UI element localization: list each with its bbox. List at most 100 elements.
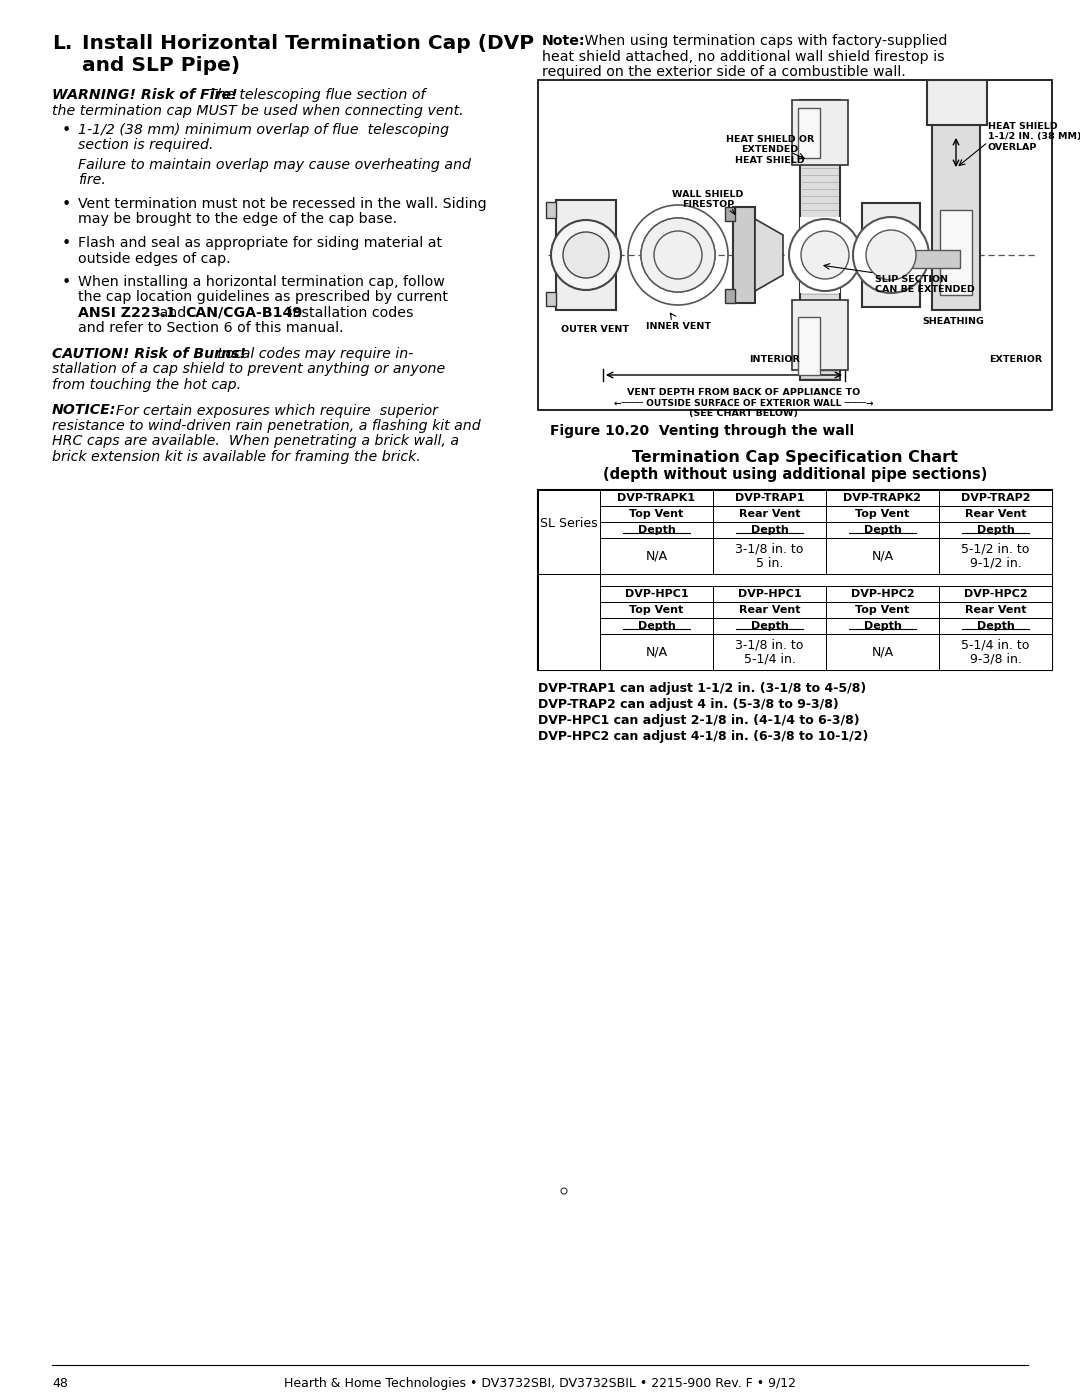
Bar [800, 99, 840, 381]
Bar [600, 586, 713, 602]
Bar [713, 634, 826, 670]
Text: WALL SHIELD
FIRESTOP: WALL SHIELD FIRESTOP [673, 190, 744, 210]
Bar [538, 80, 1052, 410]
Bar [792, 299, 848, 369]
Text: N/A: N/A [872, 645, 893, 659]
Text: HEAT SHIELD
1-1/2 IN. (38 MM) MIN.
OVERLAP: HEAT SHIELD 1-1/2 IN. (38 MM) MIN. OVERL… [988, 122, 1080, 152]
Bar [713, 522, 826, 539]
Text: Local codes may require in-: Local codes may require in- [213, 347, 414, 361]
Bar [600, 506, 713, 522]
Bar [826, 522, 939, 539]
Polygon shape [755, 220, 783, 291]
Bar [538, 574, 1052, 586]
Text: SL Series: SL Series [540, 518, 598, 530]
Bar [826, 634, 939, 670]
Bar [939, 522, 1052, 539]
Circle shape [561, 1188, 567, 1193]
Text: resistance to wind-driven rain penetration, a flashing kit and: resistance to wind-driven rain penetrati… [52, 418, 481, 434]
Bar [546, 201, 556, 218]
Text: 5-1/2 in. to
9-1/2 in.: 5-1/2 in. to 9-1/2 in. [961, 541, 1029, 569]
Circle shape [789, 220, 861, 291]
Circle shape [866, 229, 916, 280]
Text: Top Vent: Top Vent [855, 604, 909, 616]
Bar [939, 539, 1052, 574]
Bar [939, 618, 1052, 634]
Text: OUTER VENT: OUTER VENT [561, 325, 629, 334]
Text: (depth without using additional pipe sections): (depth without using additional pipe sec… [603, 467, 987, 483]
Text: from touching the hot cap.: from touching the hot cap. [52, 378, 241, 392]
Bar [862, 203, 920, 306]
Text: 5-1/4 in. to
9-3/8 in.: 5-1/4 in. to 9-3/8 in. [961, 638, 1029, 666]
Bar [600, 618, 713, 634]
Text: •: • [62, 276, 71, 290]
Text: Rear Vent: Rear Vent [964, 604, 1026, 616]
Text: and: and [156, 306, 191, 320]
Text: Note:: Note: [542, 34, 585, 48]
Circle shape [642, 218, 715, 292]
Text: Depth: Depth [637, 525, 675, 534]
Text: 3-1/8 in. to
5-1/4 in.: 3-1/8 in. to 5-1/4 in. [735, 638, 804, 666]
Bar [600, 522, 713, 539]
Text: DVP-HPC2 can adjust 4-1/8 in. (6-3/8 to 10-1/2): DVP-HPC2 can adjust 4-1/8 in. (6-3/8 to … [538, 730, 868, 743]
Bar [940, 210, 972, 295]
Text: For certain exposures which require  superior: For certain exposures which require supe… [107, 403, 437, 417]
Text: and SLP Pipe): and SLP Pipe) [82, 56, 240, 76]
Text: installation codes: installation codes [284, 306, 414, 320]
Text: section is required.: section is required. [78, 139, 214, 152]
Text: Top Vent: Top Vent [630, 604, 684, 616]
Bar [826, 602, 939, 618]
Text: DVP-TRAP1 can adjust 1-1/2 in. (3-1/8 to 4-5/8): DVP-TRAP1 can adjust 1-1/2 in. (3-1/8 to… [538, 681, 866, 695]
Text: Rear Vent: Rear Vent [964, 509, 1026, 519]
Text: Depth: Depth [751, 621, 788, 631]
Text: Hearth & Home Technologies • DV3732SBI, DV3732SBIL • 2215-900 Rev. F • 9/12: Hearth & Home Technologies • DV3732SBI, … [284, 1377, 796, 1391]
Bar [826, 490, 939, 506]
Text: Flash and seal as appropriate for siding material at: Flash and seal as appropriate for siding… [78, 236, 442, 250]
Text: Depth: Depth [864, 525, 902, 534]
Bar [600, 490, 713, 506]
Text: required on the exterior side of a combustible wall.: required on the exterior side of a combu… [542, 64, 906, 78]
Bar [800, 217, 840, 292]
Text: the cap location guidelines as prescribed by current: the cap location guidelines as prescribe… [78, 291, 448, 305]
Text: •: • [62, 123, 71, 139]
Text: HRC caps are available.  When penetrating a brick wall, a: HRC caps are available. When penetrating… [52, 435, 459, 449]
Text: fire.: fire. [78, 173, 106, 187]
Bar [600, 634, 713, 670]
Circle shape [627, 206, 728, 305]
Text: CAN/CGA-B149: CAN/CGA-B149 [185, 306, 302, 320]
Text: DVP-HPC2: DVP-HPC2 [851, 589, 915, 599]
Text: Depth: Depth [976, 525, 1014, 534]
Text: stallation of a cap shield to prevent anything or anyone: stallation of a cap shield to prevent an… [52, 362, 445, 376]
Text: DVP-HPC1 can adjust 2-1/8 in. (4-1/4 to 6-3/8): DVP-HPC1 can adjust 2-1/8 in. (4-1/4 to … [538, 713, 860, 727]
Bar [556, 200, 616, 311]
Text: may be brought to the edge of the cap base.: may be brought to the edge of the cap ba… [78, 213, 397, 227]
Text: Figure 10.20  Venting through the wall: Figure 10.20 Venting through the wall [550, 424, 854, 438]
Text: When installing a horizontal termination cap, follow: When installing a horizontal termination… [78, 276, 445, 290]
Text: Depth: Depth [637, 621, 675, 631]
Text: EXTERIOR: EXTERIOR [989, 355, 1042, 364]
Bar [939, 490, 1052, 506]
Text: INTERIOR: INTERIOR [750, 355, 800, 364]
Bar [826, 586, 939, 602]
Text: INNER VENT: INNER VENT [646, 322, 711, 332]
Text: Vent termination must not be recessed in the wall. Siding: Vent termination must not be recessed in… [78, 197, 487, 211]
Text: DVP-TRAPK1: DVP-TRAPK1 [618, 492, 696, 504]
Text: 48: 48 [52, 1377, 68, 1391]
Bar [538, 490, 1052, 670]
Text: N/A: N/A [646, 550, 667, 562]
Bar [713, 586, 826, 602]
Text: WARNING! Risk of Fire!: WARNING! Risk of Fire! [52, 88, 238, 102]
Text: The telescoping flue section of: The telescoping flue section of [204, 88, 426, 102]
Bar [600, 602, 713, 618]
Text: 3-1/8 in. to
5 in.: 3-1/8 in. to 5 in. [735, 541, 804, 569]
Bar [713, 539, 826, 574]
Circle shape [654, 231, 702, 278]
Circle shape [551, 220, 621, 290]
Text: Install Horizontal Termination Cap (DVP: Install Horizontal Termination Cap (DVP [82, 34, 535, 53]
Text: Rear Vent: Rear Vent [739, 604, 800, 616]
Text: DVP-TRAPK2: DVP-TRAPK2 [843, 492, 921, 504]
Bar [713, 602, 826, 618]
Text: the termination cap MUST be used when connecting vent.: the termination cap MUST be used when co… [52, 104, 463, 118]
Bar [713, 506, 826, 522]
Text: Top Vent: Top Vent [855, 509, 909, 519]
Text: When using termination caps with factory-supplied: When using termination caps with factory… [580, 34, 947, 48]
